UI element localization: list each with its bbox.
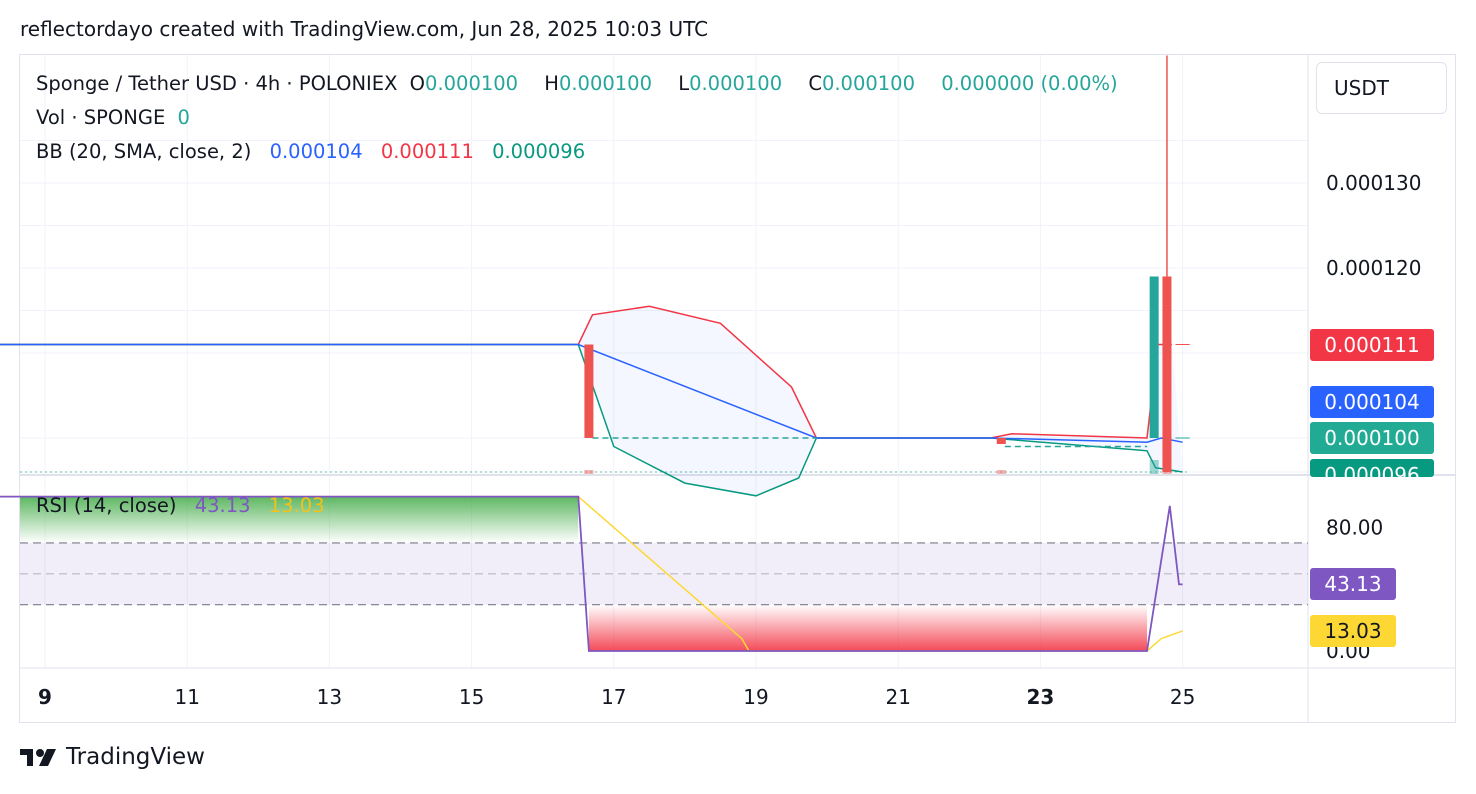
footer[interactable]: TradingView bbox=[20, 744, 205, 770]
candle-body bbox=[1149, 276, 1159, 438]
bb-fill bbox=[0, 306, 1183, 496]
candle-body bbox=[584, 344, 594, 438]
chart-frame bbox=[19, 54, 1456, 723]
volume-value: 0 bbox=[177, 106, 190, 129]
candle-body bbox=[1162, 276, 1172, 472]
ohlc-close: C0.000100 bbox=[808, 72, 915, 95]
price-tick-label: 0.000130 bbox=[1326, 171, 1421, 195]
price-tag: 0.000104 bbox=[1310, 386, 1434, 419]
time-tick-label: 9 bbox=[38, 685, 52, 709]
rsi-line bbox=[0, 495, 1183, 652]
bb-lower-line bbox=[0, 343, 1183, 497]
symbol-legend: Sponge / Tether USD · 4h · POLONIEX O0.0… bbox=[36, 72, 1124, 95]
rsi-ma-value: 13.03 bbox=[268, 494, 325, 517]
volume-label[interactable]: Vol · SPONGE bbox=[36, 106, 166, 129]
time-tick-label: 21 bbox=[885, 685, 910, 709]
bb-basis-value: 0.000104 bbox=[269, 140, 363, 163]
volume-legend: Vol · SPONGE 0 bbox=[36, 106, 196, 129]
time-tick-label: 19 bbox=[743, 685, 768, 709]
bb-upper-value: 0.000111 bbox=[380, 140, 474, 163]
time-tick-label: 13 bbox=[317, 685, 342, 709]
time-tick-label: 23 bbox=[1026, 685, 1054, 709]
bb-lower-value: 0.000096 bbox=[492, 140, 586, 163]
rsi-label[interactable]: RSI (14, close) bbox=[36, 494, 177, 517]
price-tick-label: 0.000120 bbox=[1326, 256, 1421, 280]
volume-bar bbox=[1149, 460, 1159, 474]
ohlc-change: 0.000000 (0.00%) bbox=[941, 72, 1118, 95]
symbol-title[interactable]: Sponge / Tether USD · 4h · POLONIEX bbox=[36, 72, 398, 95]
brand-name: TradingView bbox=[66, 744, 205, 770]
rsi-value: 43.13 bbox=[194, 494, 251, 517]
volume-bar bbox=[996, 470, 1006, 474]
ohlc-low: L0.000100 bbox=[678, 72, 783, 95]
price-tag: 0.000096 bbox=[1310, 459, 1434, 478]
chart-caption: reflectordayo created with TradingView.c… bbox=[20, 17, 709, 41]
candle-body bbox=[996, 438, 1006, 444]
time-tick-label: 25 bbox=[1170, 685, 1195, 709]
price-tag: 0.000111 bbox=[1310, 328, 1434, 361]
bb-legend: BB (20, SMA, close, 2) 0.000104 0.000111… bbox=[36, 140, 591, 163]
time-tick-label: 15 bbox=[459, 685, 484, 709]
price-tag: 0.000100 bbox=[1310, 422, 1434, 454]
volume-bar bbox=[584, 470, 594, 474]
tradingview-logo-icon bbox=[20, 749, 56, 766]
bb-basis-line bbox=[0, 343, 1183, 443]
ohlc-high: H0.000100 bbox=[544, 72, 652, 95]
bb-upper-line bbox=[0, 305, 1172, 439]
ohlc-open: O0.000100 bbox=[409, 72, 519, 95]
currency-button[interactable]: USDT bbox=[1316, 62, 1447, 114]
rsi-tag: 13.03 bbox=[1310, 614, 1396, 647]
rsi-tag: 43.13 bbox=[1310, 568, 1396, 601]
rsi-tick-label: 80.00 bbox=[1326, 515, 1383, 539]
rsi-legend: RSI (14, close) 43.13 13.03 bbox=[36, 494, 331, 517]
rsi-overbought-fill bbox=[20, 496, 579, 543]
rsi-oversold-fill bbox=[588, 604, 1148, 651]
bb-label[interactable]: BB (20, SMA, close, 2) bbox=[36, 140, 252, 163]
time-tick-label: 17 bbox=[601, 685, 626, 709]
time-tick-label: 11 bbox=[174, 685, 199, 709]
